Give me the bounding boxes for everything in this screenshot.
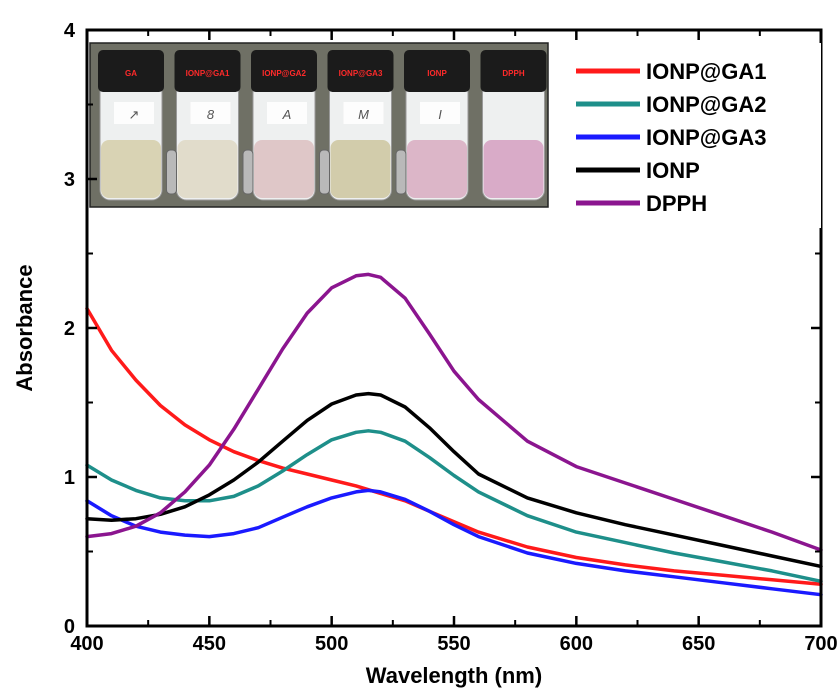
vial-cap-label: IONP@GA1	[186, 69, 230, 78]
vial: GA ↗	[98, 50, 164, 201]
vial: IONP I	[395, 50, 470, 201]
series-line-dpph	[85, 272, 823, 552]
vial: DPPH	[480, 50, 547, 201]
vial-sticker-note: M	[358, 107, 369, 122]
x-tick-label: 650	[682, 633, 715, 655]
legend-label: DPPH	[646, 191, 707, 216]
vial-cap-label: IONP	[427, 69, 447, 78]
y-tick-label: 3	[64, 169, 75, 191]
magnet	[395, 149, 407, 195]
x-tick-label: 550	[437, 633, 470, 655]
y-tick-label: 4	[64, 20, 76, 42]
series-line-ionp	[85, 391, 823, 569]
vial-cap	[404, 50, 470, 92]
vial-cap	[251, 50, 317, 92]
vial-sticker-note: 8	[207, 107, 215, 122]
legend: IONP@GA1 IONP@GA2 IONP@GA3 IONP DPPH	[571, 43, 821, 228]
x-tick-label: 600	[560, 633, 593, 655]
vial-cap	[98, 50, 164, 92]
magnet	[319, 149, 330, 195]
vial-cap-label: DPPH	[502, 69, 524, 78]
y-axis-title: Absorbance	[12, 264, 37, 391]
vial-cap	[174, 50, 241, 92]
vial-cap-label: GA	[125, 69, 137, 78]
vial-sticker	[420, 102, 460, 124]
vial-sticker-note: I	[438, 107, 442, 122]
legend-label: IONP@GA2	[646, 92, 766, 117]
series-line-ionp-ga3	[85, 488, 823, 597]
magnet	[166, 149, 177, 195]
legend-label: IONP@GA1	[646, 59, 766, 84]
vial-photo-inset: GA ↗ IONP@GA1 8 IONP@GA2 A IONP@GA3 M IONP I DPPH	[89, 42, 549, 208]
vial: IONP@GA1 8	[166, 50, 241, 201]
y-tick-label: 2	[64, 318, 75, 340]
vial-sticker	[343, 102, 384, 124]
vial-liquid	[407, 140, 467, 198]
x-tick-label: 700	[804, 633, 837, 655]
series-layer	[85, 272, 823, 597]
vial-sticker	[267, 102, 307, 124]
x-tick-label: 500	[315, 633, 348, 655]
magnet	[242, 149, 254, 195]
x-tick-label: 450	[193, 633, 226, 655]
legend-label: IONP@GA3	[646, 125, 766, 150]
legend-label: IONP	[646, 158, 700, 183]
vial-liquid	[101, 140, 161, 198]
vial-cap-label: IONP@GA2	[262, 69, 306, 78]
vial-cap	[480, 50, 547, 92]
vial-liquid	[254, 140, 314, 198]
vial-cap	[327, 50, 394, 92]
vial-liquid	[483, 140, 544, 198]
vial-liquid	[330, 140, 391, 198]
vial: IONP@GA3 M	[319, 50, 394, 201]
vial-liquid	[177, 140, 238, 198]
y-tick-label: 1	[64, 467, 75, 489]
vial-sticker-note: A	[282, 107, 292, 122]
vial-sticker	[190, 102, 231, 124]
vial-sticker	[114, 102, 154, 124]
vial-cap-label: IONP@GA3	[339, 69, 383, 78]
x-tick-label: 400	[70, 633, 103, 655]
vial-sticker-note: ↗	[129, 107, 140, 122]
ticks-layer: 400 450 500 550 600 650 700 0 1 2 3 4	[64, 20, 838, 655]
x-axis-title: Wavelength (nm)	[366, 663, 542, 688]
y-tick-label: 0	[64, 616, 75, 638]
series-line-ionp-ga2	[85, 429, 823, 584]
vial: IONP@GA2 A	[242, 50, 317, 201]
